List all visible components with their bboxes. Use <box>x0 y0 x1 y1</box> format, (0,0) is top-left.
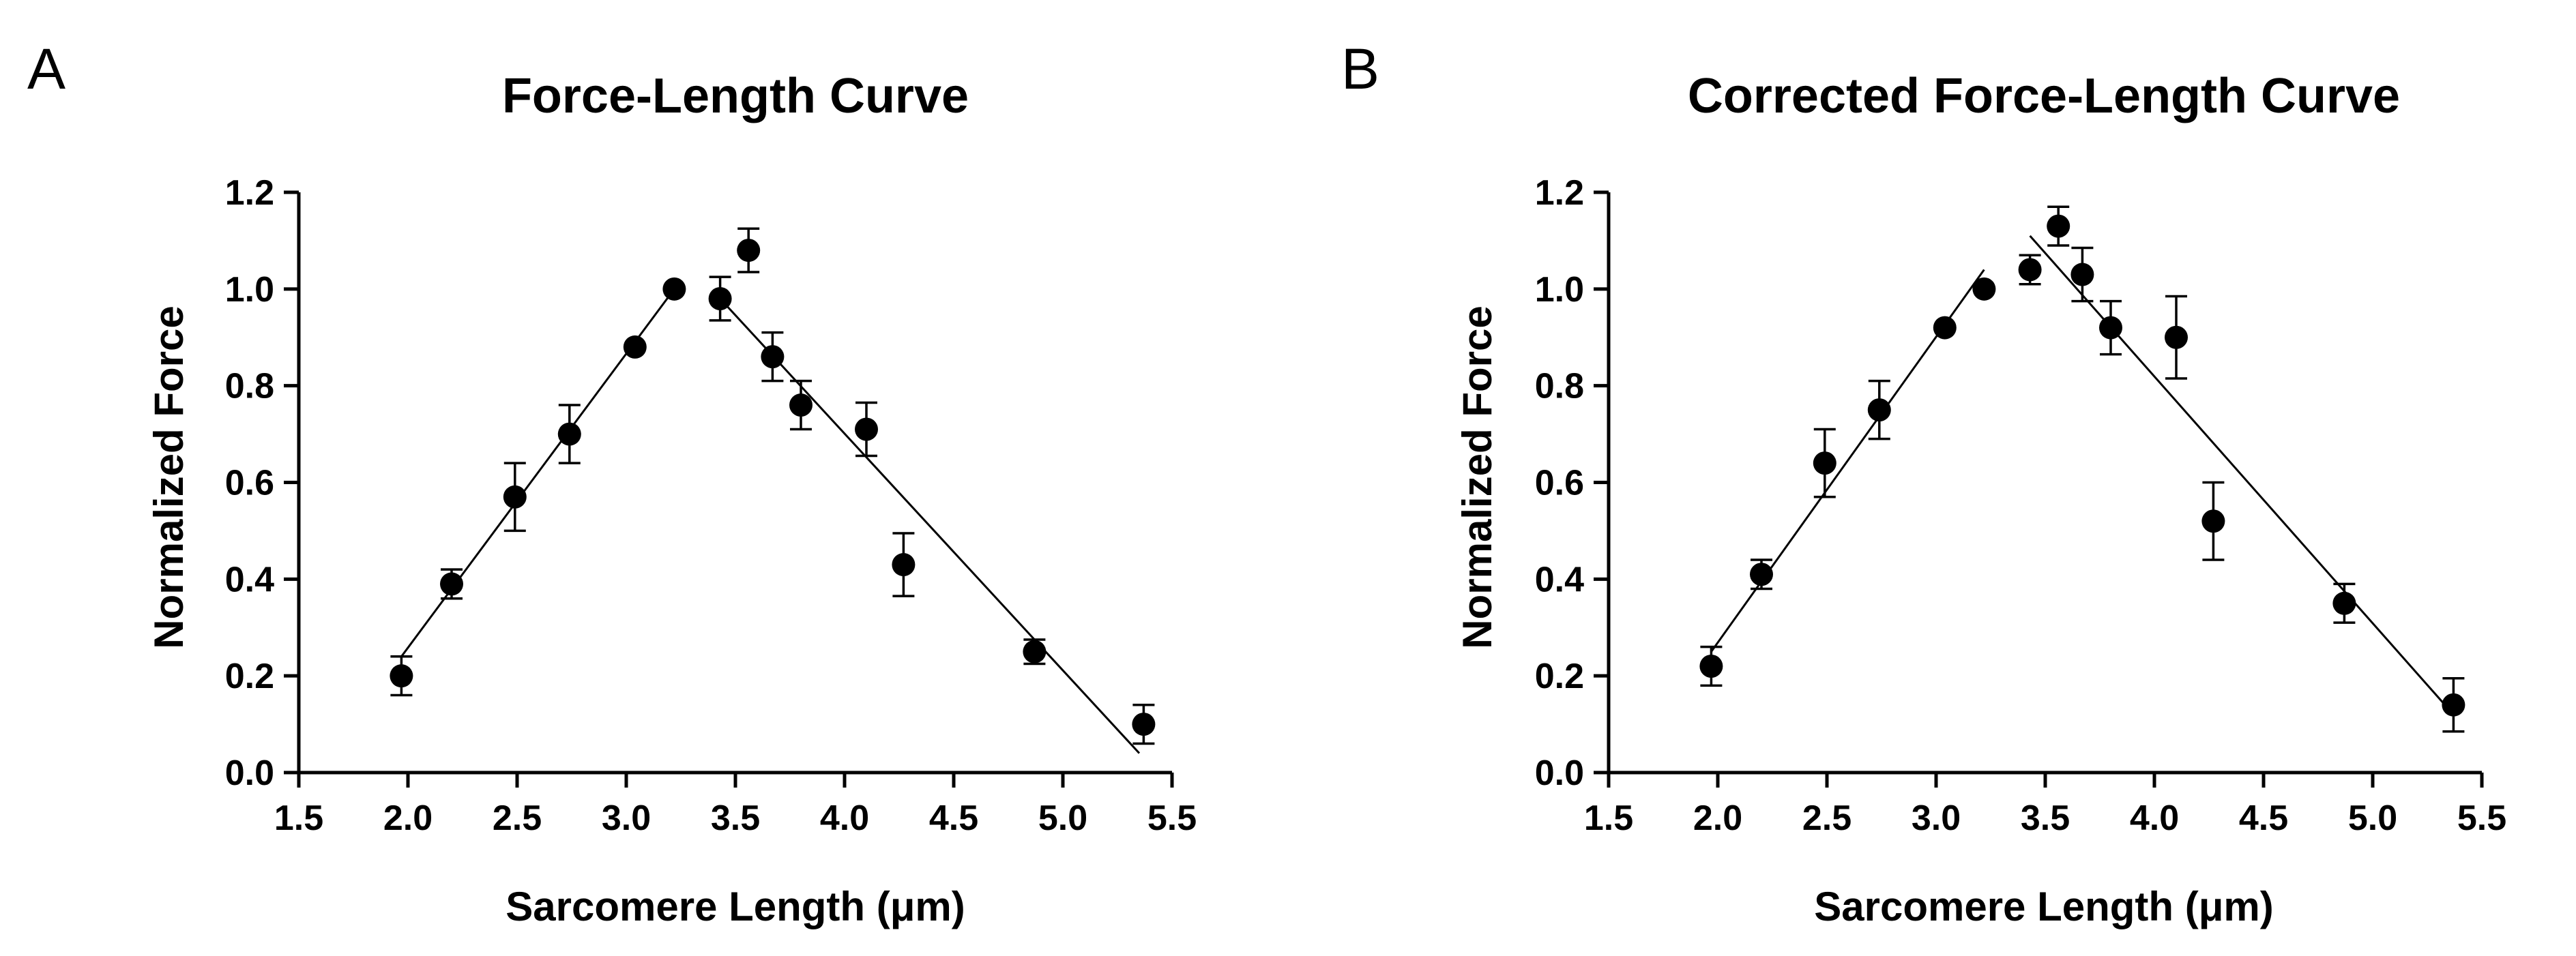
x-tick-label: 4.5 <box>929 798 978 838</box>
data-point <box>2442 693 2465 717</box>
x-tick-label: 1.5 <box>274 798 323 838</box>
x-tick-label: 2.0 <box>383 798 433 838</box>
data-point <box>662 277 686 301</box>
y-axis-label-a: Normalized Force <box>146 305 192 648</box>
data-point <box>557 422 581 446</box>
data-point <box>855 417 878 441</box>
y-tick-label: 0.6 <box>225 464 274 503</box>
data-point <box>1699 654 1723 678</box>
x-tick-label: 5.5 <box>1147 798 1197 838</box>
data-point <box>1023 640 1046 663</box>
data-point <box>1933 316 1957 340</box>
x-tick-label: 3.5 <box>2021 798 2070 838</box>
data-point <box>1813 451 1836 475</box>
x-tick-label: 5.0 <box>2348 798 2397 838</box>
panel-label-a: A <box>27 37 65 101</box>
data-point <box>737 239 761 263</box>
plot-area-b: 1.5 2.0 2.5 3.0 3.5 4.0 4.5 5.0 5.5 0.0 0.2 0.4 0.6 0… <box>1535 173 2506 838</box>
x-tick-label: 4.0 <box>2130 798 2179 838</box>
chart-title-b: Corrected Force-Length Curve <box>1688 69 2400 123</box>
x-tick-label: 4.5 <box>2239 798 2288 838</box>
y-tick-label: 1.2 <box>225 173 274 213</box>
data-point <box>1867 398 1891 422</box>
data-point <box>789 393 813 417</box>
x-tick-label: 4.0 <box>820 798 869 838</box>
y-axis-label-b: Normalized Force <box>1454 305 1500 648</box>
data-point <box>390 664 413 688</box>
data-point <box>2047 214 2070 238</box>
x-tick-label: 1.5 <box>1584 798 1633 838</box>
y-tick-label: 1.0 <box>1535 270 1584 310</box>
y-tick-label: 0.2 <box>225 657 274 696</box>
data-point <box>2018 258 2042 282</box>
y-tick-label: 0.6 <box>1535 464 1584 503</box>
data-point <box>623 335 647 359</box>
x-tick-label: 2.5 <box>493 798 542 838</box>
x-tick-label: 3.5 <box>711 798 760 838</box>
x-tick-label: 2.0 <box>1693 798 1742 838</box>
data-point <box>708 287 732 311</box>
data-point <box>761 345 785 369</box>
x-tick-label: 2.5 <box>1802 798 1852 838</box>
data-point <box>892 553 916 577</box>
data-point <box>1972 277 1996 301</box>
data-point <box>440 572 463 596</box>
y-tick-label: 0.8 <box>1535 367 1584 406</box>
plot-area-a: 1.5 2.0 2.5 3.0 3.5 4.0 4.5 5.0 5.5 0.0 0.2 0.4 0.6 0… <box>225 173 1197 838</box>
x-axis-label-a: Sarcomere Length (μm) <box>506 884 965 929</box>
regression-line <box>2029 235 2455 715</box>
data-point <box>2201 509 2225 533</box>
data-point <box>1132 713 1156 736</box>
y-tick-label: 1.0 <box>225 270 274 310</box>
y-tick-label: 0.4 <box>225 560 274 599</box>
chart-title-a: Force-Length Curve <box>502 69 969 123</box>
x-tick-label: 5.0 <box>1038 798 1087 838</box>
x-tick-label: 5.5 <box>2457 798 2506 838</box>
y-tick-label: 0.2 <box>1535 657 1584 696</box>
chart-panel-b: B Corrected Force-Length Curve Normalize… <box>1341 37 2506 929</box>
y-tick-label: 1.2 <box>1535 173 1584 213</box>
chart-panel-a: A Force-Length Curve Normalized Force Sa… <box>27 37 1197 929</box>
panel-label-b: B <box>1341 37 1379 101</box>
data-point <box>1750 563 1773 586</box>
data-point <box>2070 263 2094 286</box>
x-axis-label-b: Sarcomere Length (μm) <box>1814 884 2274 929</box>
y-tick-label: 0.8 <box>225 367 274 406</box>
regression-line <box>719 298 1141 754</box>
data-point <box>2332 591 2356 615</box>
x-tick-label: 3.0 <box>602 798 651 838</box>
data-point <box>2165 325 2188 349</box>
y-tick-label: 0.0 <box>225 753 274 793</box>
y-tick-label: 0.0 <box>1535 753 1584 793</box>
data-point <box>503 485 527 509</box>
x-tick-label: 3.0 <box>1912 798 1961 838</box>
y-tick-label: 0.4 <box>1535 560 1584 599</box>
data-point <box>2099 316 2122 340</box>
